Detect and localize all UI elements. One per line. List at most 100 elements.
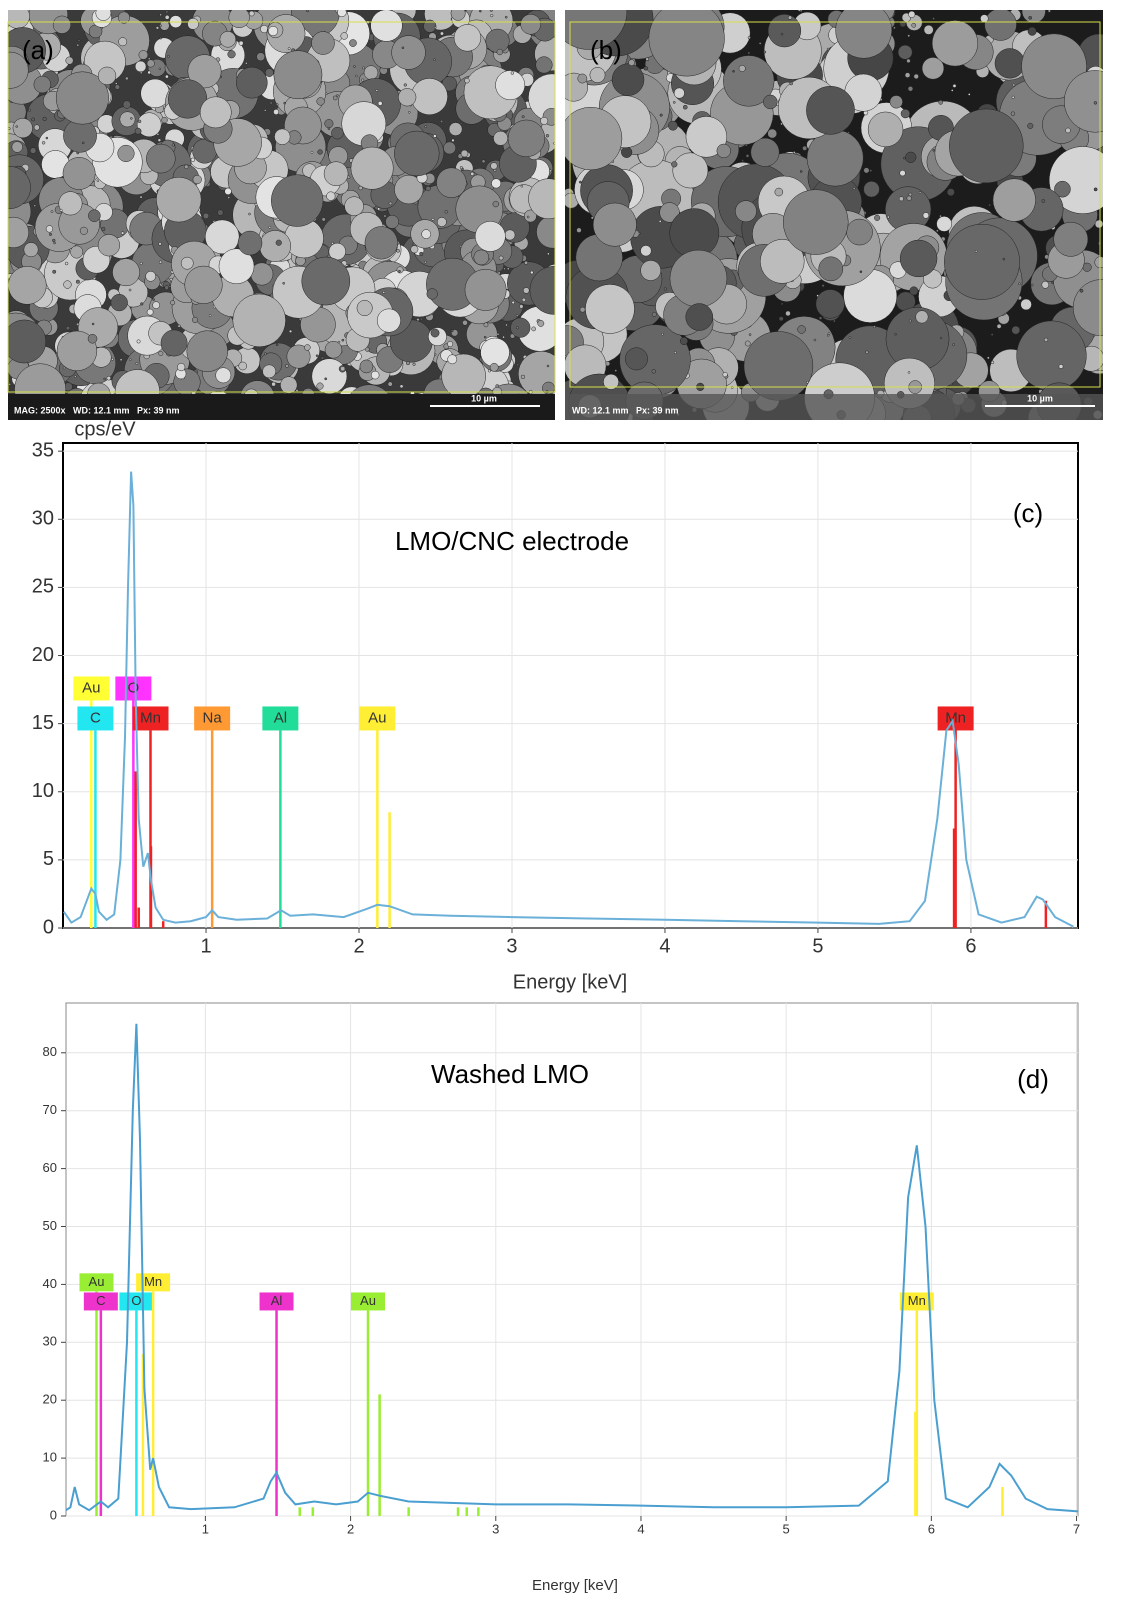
- particle: [322, 218, 326, 222]
- particle: [580, 307, 585, 312]
- particle: [340, 367, 344, 371]
- y-tick-label: 70: [43, 1102, 57, 1117]
- particle: [156, 26, 159, 29]
- element-label: C: [96, 1293, 105, 1308]
- particle: [140, 196, 142, 198]
- panel-label: (d): [1017, 1064, 1049, 1094]
- particle: [490, 363, 498, 371]
- particle: [853, 187, 855, 189]
- sem-image-a: [0, 0, 578, 440]
- particle: [166, 11, 168, 13]
- particle: [661, 333, 663, 335]
- particle: [146, 271, 156, 281]
- particle: [82, 142, 84, 144]
- particle: [121, 232, 124, 235]
- particle: [1013, 84, 1015, 86]
- particle: [968, 93, 970, 95]
- particle: [900, 170, 906, 176]
- particle: [104, 378, 106, 380]
- x-tick-label: 5: [783, 1522, 790, 1537]
- particle: [798, 9, 801, 12]
- particle: [547, 365, 549, 367]
- particle: [139, 50, 148, 59]
- particle: [674, 351, 676, 353]
- particle: [371, 371, 379, 379]
- particle: [907, 59, 911, 63]
- particle: [447, 341, 452, 346]
- particle: [284, 102, 286, 104]
- particle: [192, 317, 198, 323]
- particle: [484, 323, 488, 327]
- particle: [216, 368, 231, 383]
- particle: [908, 371, 910, 373]
- particle: [34, 76, 51, 93]
- particle: [800, 170, 802, 172]
- annotation: LMO/CNC electrode: [395, 526, 629, 556]
- particle: [683, 105, 687, 109]
- y-tick-label: 25: [32, 576, 54, 598]
- particle: [413, 363, 416, 366]
- particle: [398, 88, 416, 106]
- particle: [664, 288, 667, 291]
- particle: [460, 245, 462, 247]
- particle: [312, 359, 347, 394]
- particle: [745, 341, 750, 346]
- particle: [427, 289, 438, 300]
- particle: [249, 11, 254, 16]
- scale-bar-label: 10 µm: [471, 393, 497, 403]
- particle: [901, 109, 910, 118]
- particle: [385, 215, 398, 228]
- particle: [147, 60, 155, 68]
- particle: [742, 160, 744, 162]
- particle: [668, 121, 677, 130]
- particle: [137, 340, 140, 343]
- particle: [8, 266, 46, 304]
- particle: [781, 33, 783, 35]
- x-tick-label: 5: [812, 935, 823, 957]
- particle: [92, 323, 94, 325]
- particle: [1018, 283, 1020, 285]
- panel-label: (b): [590, 35, 622, 65]
- particle: [1054, 222, 1088, 256]
- x-tick-label: 4: [659, 935, 670, 957]
- particle: [331, 127, 343, 139]
- particle: [351, 147, 393, 189]
- particle: [13, 118, 33, 138]
- particle: [52, 239, 55, 242]
- particle: [306, 9, 308, 11]
- particle: [864, 168, 869, 173]
- particle: [947, 189, 954, 196]
- particle: [860, 271, 862, 273]
- particle: [621, 147, 632, 158]
- particle: [779, 317, 783, 321]
- element-label: Na: [203, 709, 223, 726]
- particle: [54, 242, 56, 244]
- particle: [426, 186, 431, 191]
- particle: [993, 179, 1036, 222]
- particle: [868, 112, 903, 147]
- particle: [111, 294, 128, 311]
- particle: [995, 48, 1025, 78]
- particle: [980, 15, 988, 23]
- particle: [763, 95, 777, 109]
- particle: [362, 79, 364, 81]
- particle: [34, 125, 39, 130]
- particle: [493, 201, 499, 207]
- particle: [325, 341, 342, 358]
- particle: [434, 59, 436, 61]
- particle: [479, 10, 481, 12]
- y-tick-label: 20: [43, 1392, 57, 1407]
- particle: [748, 52, 750, 54]
- particle: [517, 364, 519, 366]
- particle: [900, 240, 937, 277]
- particle: [97, 180, 99, 182]
- particle: [497, 333, 499, 335]
- particle: [527, 216, 529, 218]
- particle: [318, 150, 323, 155]
- particle: [907, 196, 912, 201]
- particle: [475, 221, 505, 251]
- particle: [768, 129, 777, 138]
- particle: [53, 270, 56, 273]
- particle: [511, 318, 531, 338]
- particle: [499, 256, 503, 260]
